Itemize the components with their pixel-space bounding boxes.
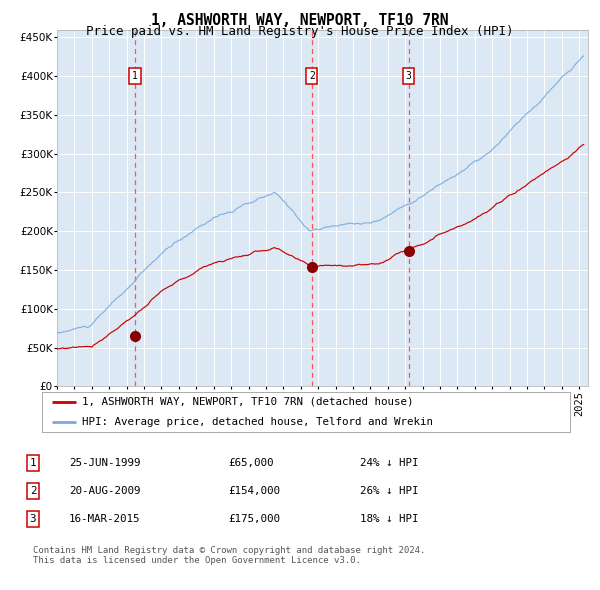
Text: 25-JUN-1999: 25-JUN-1999 [69, 458, 140, 467]
Text: 26% ↓ HPI: 26% ↓ HPI [360, 486, 419, 496]
Text: 1, ASHWORTH WAY, NEWPORT, TF10 7RN (detached house): 1, ASHWORTH WAY, NEWPORT, TF10 7RN (deta… [82, 397, 413, 407]
Text: 1: 1 [30, 458, 36, 467]
Text: £154,000: £154,000 [228, 486, 280, 496]
Text: 2: 2 [309, 71, 315, 81]
Text: 3: 3 [406, 71, 412, 81]
Text: Contains HM Land Registry data © Crown copyright and database right 2024.
This d: Contains HM Land Registry data © Crown c… [33, 546, 425, 565]
Text: 1: 1 [132, 71, 138, 81]
Text: £65,000: £65,000 [228, 458, 274, 467]
Text: £175,000: £175,000 [228, 514, 280, 524]
Text: 2: 2 [30, 486, 36, 496]
Text: 3: 3 [30, 514, 36, 524]
Text: 16-MAR-2015: 16-MAR-2015 [69, 514, 140, 524]
Text: HPI: Average price, detached house, Telford and Wrekin: HPI: Average price, detached house, Telf… [82, 417, 433, 427]
Text: 20-AUG-2009: 20-AUG-2009 [69, 486, 140, 496]
Text: 1, ASHWORTH WAY, NEWPORT, TF10 7RN: 1, ASHWORTH WAY, NEWPORT, TF10 7RN [151, 13, 449, 28]
Text: Price paid vs. HM Land Registry's House Price Index (HPI): Price paid vs. HM Land Registry's House … [86, 25, 514, 38]
Text: 18% ↓ HPI: 18% ↓ HPI [360, 514, 419, 524]
Text: 24% ↓ HPI: 24% ↓ HPI [360, 458, 419, 467]
